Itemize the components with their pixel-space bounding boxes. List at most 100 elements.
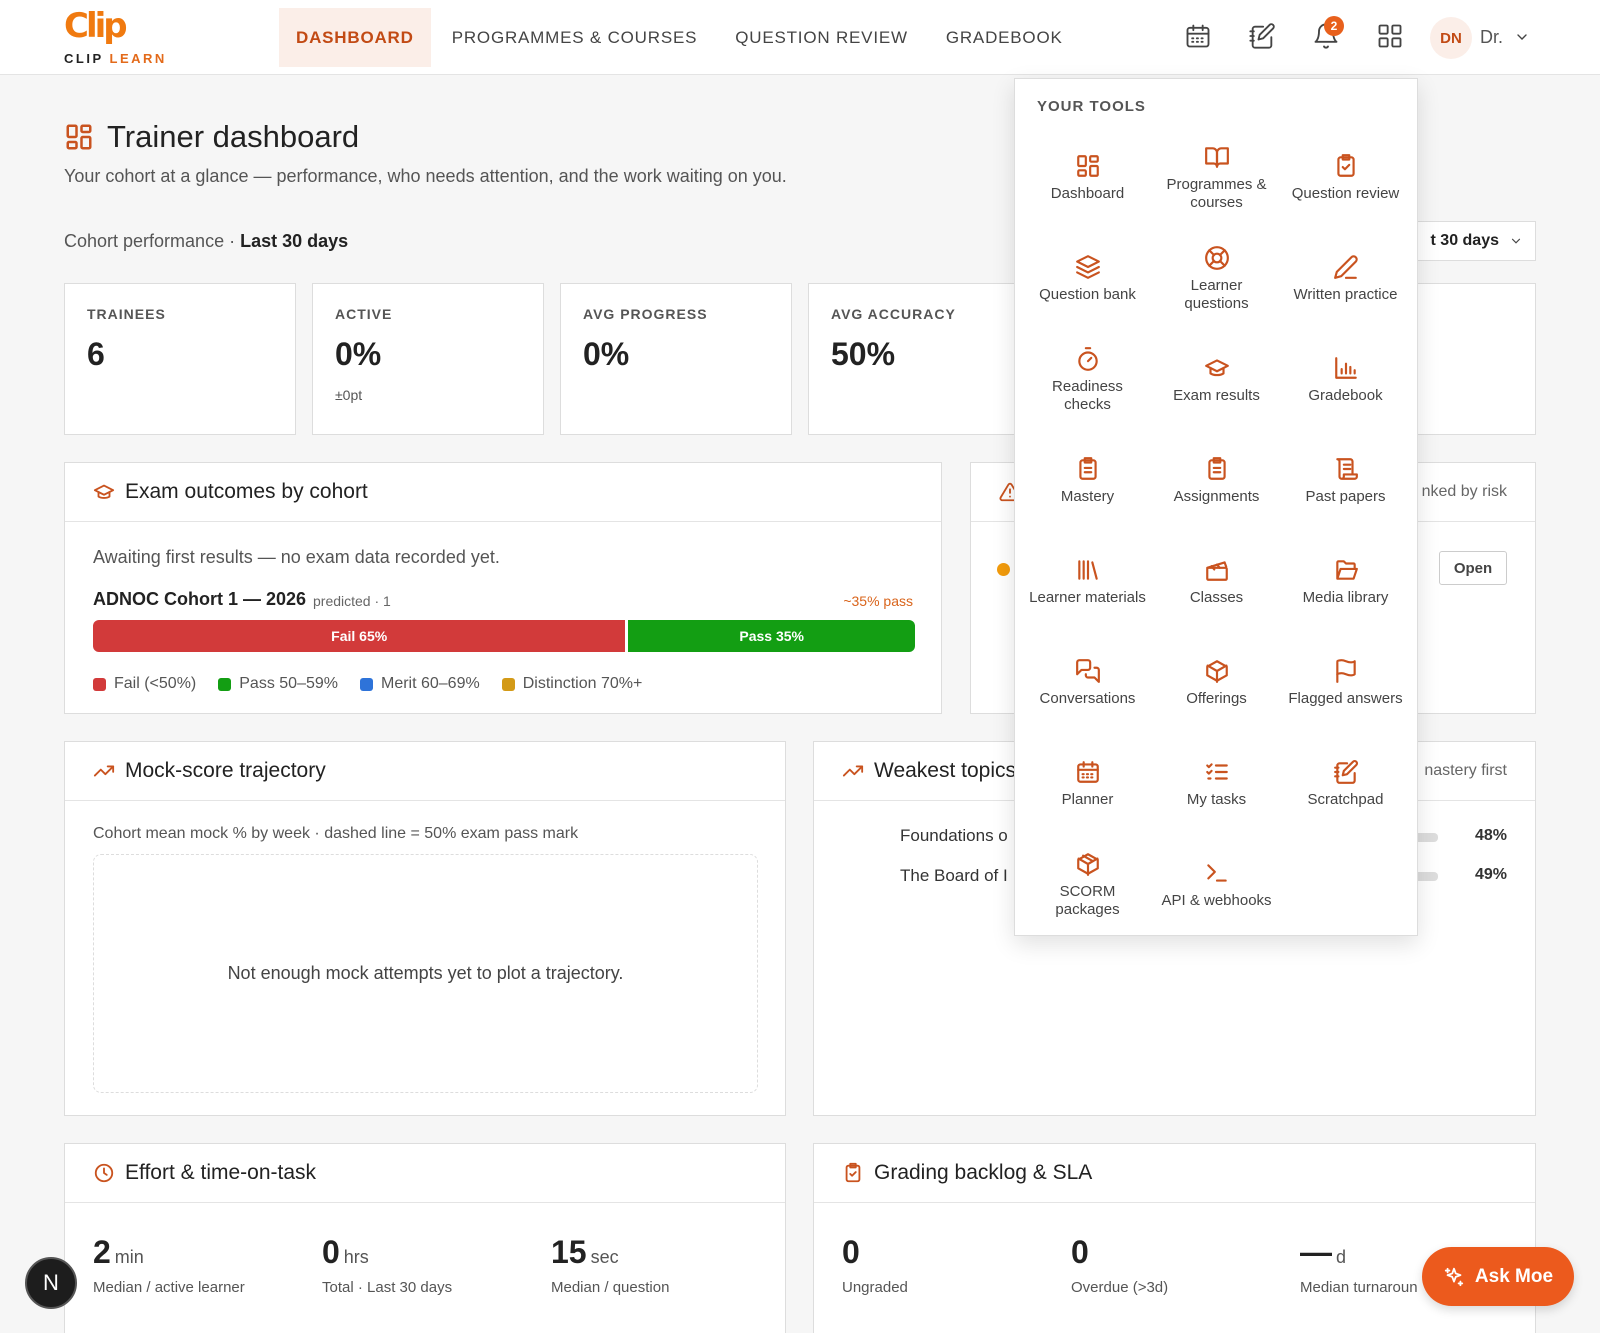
pass-segment: Pass 35% [628, 620, 915, 652]
metric-unit: min [114, 1247, 144, 1267]
notebook-pen-icon[interactable] [1248, 22, 1276, 50]
mock-empty-state: Not enough mock attempts yet to plot a t… [93, 854, 758, 1093]
tool-label: Question bank [1039, 285, 1136, 303]
topic-name: Foundations o [900, 826, 1008, 845]
tool-exam-results[interactable]: Exam results [1152, 329, 1281, 430]
tool-written-practice[interactable]: Written practice [1281, 228, 1410, 329]
tool-label: Gradebook [1308, 386, 1383, 404]
panel-header: Effort & time-on-task [65, 1144, 785, 1203]
topic-name: The Board of I [900, 866, 1008, 885]
perf-range: Last 30 days [240, 231, 349, 251]
sparkles-icon [1444, 1267, 1464, 1286]
tool-learner-materials[interactable]: Learner materials [1023, 531, 1152, 632]
tool-question-bank[interactable]: Question bank [1023, 228, 1152, 329]
panel-title: Effort & time-on-task [125, 1161, 317, 1184]
nav-gradebook[interactable]: Gradebook [945, 27, 1063, 47]
nav-dashboard[interactable]: Dashboard [279, 8, 431, 67]
tool-label: Conversations [1039, 689, 1136, 707]
tool-label: Readiness checks [1052, 377, 1123, 413]
exam-outcomes-panel: Exam outcomes by cohort Awaiting first r… [64, 462, 942, 714]
stat-card-avg-progress: Avg progress 0% [560, 283, 792, 435]
metric-label: Total · Last 30 days [322, 1279, 453, 1296]
metric-ungraded: 0 Ungraded [842, 1234, 908, 1296]
tool-offerings[interactable]: Offerings [1152, 632, 1281, 733]
chevron-down-icon[interactable] [1514, 29, 1530, 45]
bar-divider [625, 620, 629, 652]
package-icon [1205, 659, 1228, 683]
clip-learn-logo[interactable]: Clip CLIP LEARN [64, 8, 184, 68]
clapperboard-icon [1205, 560, 1228, 581]
calendar-icon[interactable] [1184, 22, 1212, 50]
tool-past-papers[interactable]: Past papers [1281, 430, 1410, 531]
panel-title: Mock-score trajectory [125, 759, 326, 782]
tool-classes[interactable]: Classes [1152, 531, 1281, 632]
metric-number: 2 [93, 1234, 111, 1270]
panel-hint: nked by risk [1421, 483, 1507, 500]
avatar[interactable]: DN [1430, 17, 1472, 59]
topic-pct: 48% [1474, 827, 1507, 844]
topic-pct: 49% [1474, 866, 1507, 883]
tools-grid: Dashboard Programmes & courses Question … [1023, 127, 1410, 935]
tool-dashboard[interactable]: Dashboard [1023, 127, 1152, 228]
tool-label: Exam results [1173, 386, 1260, 404]
tool-media-library[interactable]: Media library [1281, 531, 1410, 632]
user-name[interactable]: Dr. [1480, 27, 1504, 47]
stat-value: 6 [87, 336, 105, 372]
tool-label: Flagged answers [1288, 689, 1403, 707]
tool-label: Classes [1189, 588, 1244, 606]
mock-chart-note: Cohort mean mock % by week · dashed line… [93, 825, 579, 842]
legend-label: Distinction 70%+ [522, 675, 643, 692]
tool-mastery[interactable]: Mastery [1023, 430, 1152, 531]
logo-word-main: CLIP [64, 51, 110, 66]
tool-label: Written practice [1293, 285, 1398, 303]
legend-swatch [501, 677, 515, 691]
tool-gradebook[interactable]: Gradebook [1281, 329, 1410, 430]
nextjs-dev-button[interactable]: N [25, 1257, 77, 1309]
graduation-cap-icon [1204, 358, 1229, 376]
clipboard-check-icon [1336, 153, 1355, 177]
tool-label: Learner questions [1184, 276, 1249, 312]
stat-label: Avg progress [583, 306, 708, 322]
scroll-icon [1335, 457, 1358, 480]
metric-median-turnaround: — d Median turnaroun [1300, 1234, 1418, 1296]
page-title: Trainer dashboard [107, 119, 360, 154]
nav-programmes-courses[interactable]: Programmes & Courses [451, 27, 698, 47]
apps-grid-icon[interactable] [1376, 22, 1404, 50]
calendar-icon [1076, 760, 1099, 783]
tool-planner[interactable]: Planner [1023, 733, 1152, 834]
ask-moe-button[interactable]: Ask Moe [1422, 1247, 1574, 1306]
main-nav: Dashboard Programmes & Courses Question … [279, 8, 1084, 67]
stopwatch-icon [1077, 346, 1098, 371]
outcome-legend: Fail (<50%) Pass 50–59% Merit 60–69% Dis… [93, 675, 642, 693]
flag-icon [1335, 658, 1356, 683]
tool-readiness-checks[interactable]: Readiness checks [1023, 329, 1152, 430]
tool-programmes-courses[interactable]: Programmes & courses [1152, 127, 1281, 228]
tool-flagged-answers[interactable]: Flagged answers [1281, 632, 1410, 733]
legend-label: Pass 50–59% [239, 675, 338, 692]
topic-bar [1408, 833, 1438, 842]
stat-delta: ±0pt [335, 387, 363, 403]
panel-header: Exam outcomes by cohort [65, 463, 941, 522]
panel-header: Grading backlog & SLA [814, 1144, 1535, 1203]
tool-learner-questions[interactable]: Learner questions [1152, 228, 1281, 329]
cohort-meta: predicted · 1 [313, 593, 391, 609]
legend-item: Distinction 70%+ [501, 675, 643, 693]
open-button[interactable]: Open [1439, 551, 1507, 585]
tool-api-webhooks[interactable]: API & webhooks [1152, 834, 1281, 935]
tool-question-review[interactable]: Question review [1281, 127, 1410, 228]
tool-my-tasks[interactable]: My tasks [1152, 733, 1281, 834]
tool-conversations[interactable]: Conversations [1023, 632, 1152, 733]
nav-question-review[interactable]: Question Review [735, 27, 908, 47]
tool-scorm-packages[interactable]: SCORM packages [1023, 834, 1152, 935]
topic-bar [1408, 872, 1438, 881]
tool-assignments[interactable]: Assignments [1152, 430, 1281, 531]
metric-median-active: 2 min Median / active learner [93, 1234, 245, 1296]
legend-label: Fail (<50%) [114, 675, 197, 692]
tool-label: Assignments [1173, 487, 1260, 505]
bar-chart-icon [1334, 356, 1357, 379]
tool-label: Mastery [1060, 487, 1115, 505]
clipboard-list-icon [1207, 456, 1226, 480]
metric-value: 0 hrs [322, 1234, 452, 1271]
tool-label: My tasks [1186, 790, 1247, 808]
tool-scratchpad[interactable]: Scratchpad [1281, 733, 1410, 834]
